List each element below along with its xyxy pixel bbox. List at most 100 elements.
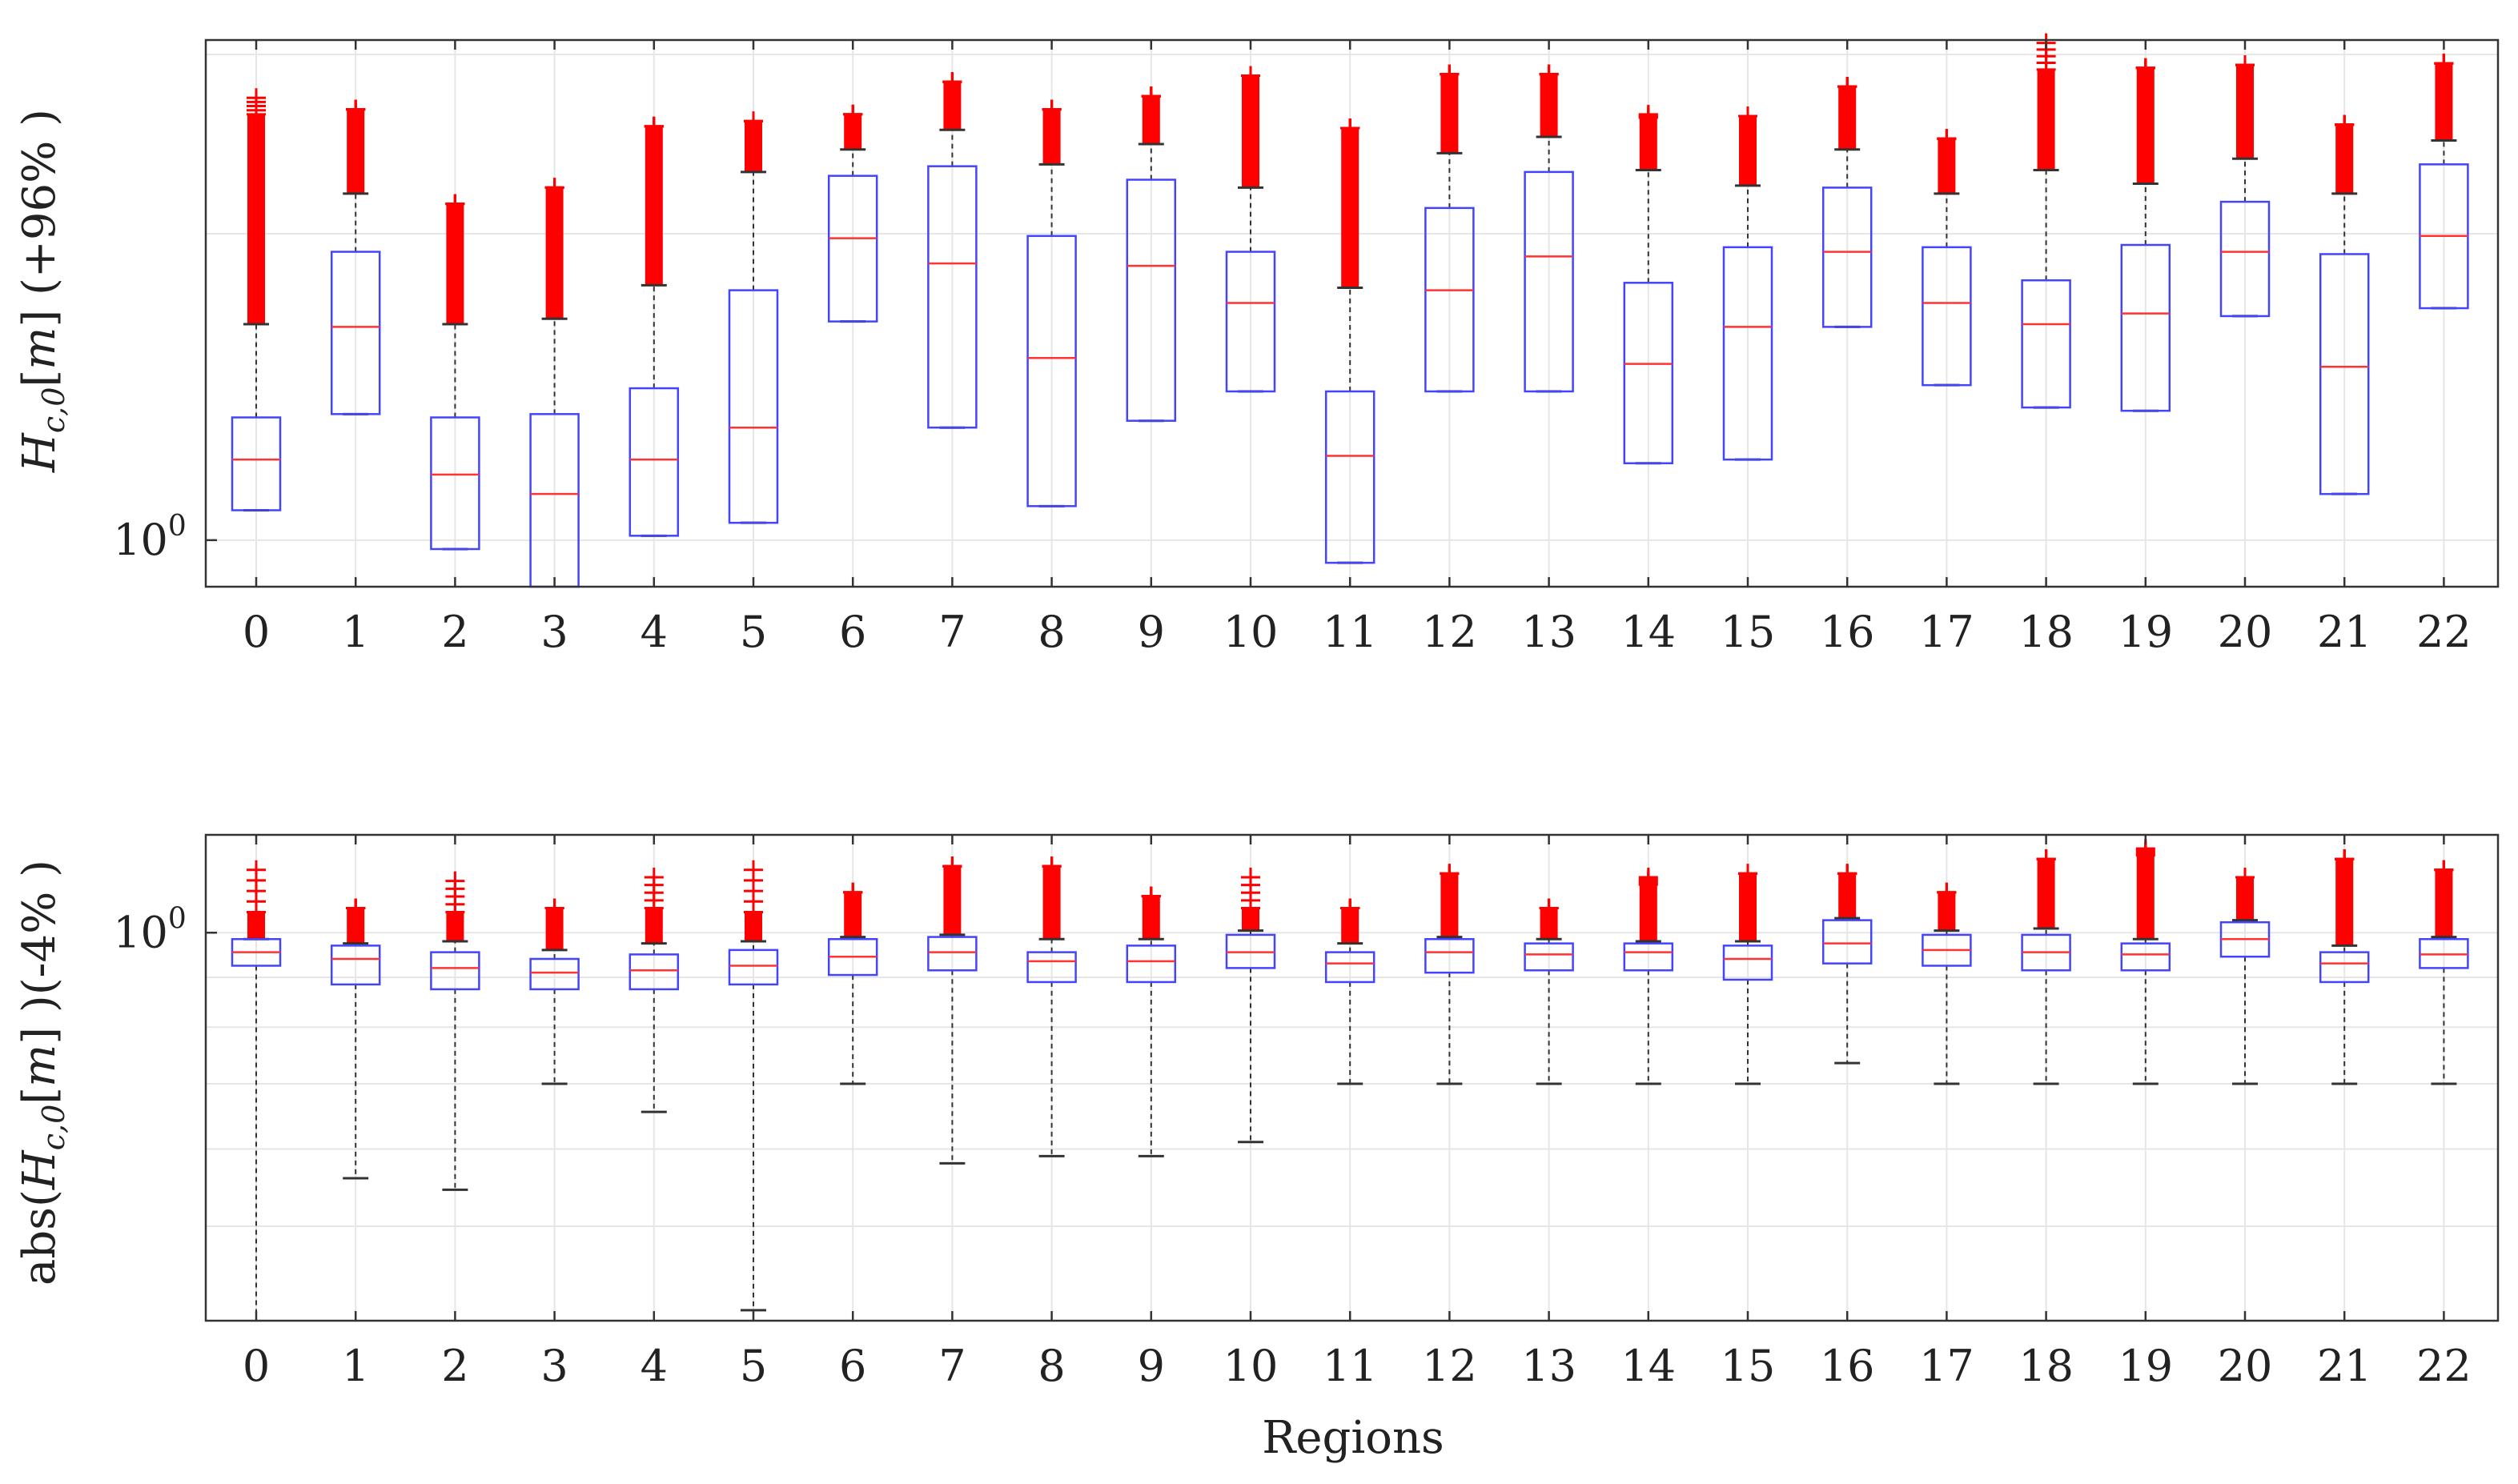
bottom-box-region-18 — [2021, 849, 2071, 1085]
bottom-box-region-21 — [2319, 849, 2370, 1085]
outlier-marker — [1937, 882, 1957, 902]
outlier-band — [347, 908, 365, 944]
bottom-x-tick-label: 12 — [1422, 1341, 1477, 1391]
iqr-box — [2319, 253, 2370, 495]
top-x-tick-label: 6 — [839, 607, 866, 657]
outlier-marker — [247, 860, 266, 880]
outlier-marker — [644, 867, 664, 887]
top-box-region-17 — [1922, 129, 1972, 387]
bottom-box-region-4 — [628, 867, 680, 1113]
top-axes-frame — [204, 38, 2500, 588]
bottom-x-tick-label: 1 — [342, 1341, 369, 1391]
outlier-band — [446, 203, 464, 324]
iqr-box — [1026, 235, 1077, 507]
iqr-box — [628, 387, 680, 537]
bottom-box-region-10 — [1225, 867, 1276, 1144]
bottom-x-tick-label: 21 — [2317, 1341, 2372, 1391]
outlier-marker — [2135, 58, 2155, 78]
bottom-box-region-0 — [231, 860, 282, 1321]
bottom-box-region-22 — [2419, 860, 2469, 1085]
outlier-marker — [1738, 864, 1757, 884]
outlier-band — [844, 114, 862, 150]
iqr-box — [2120, 243, 2171, 412]
outlier-band — [1838, 873, 1857, 919]
top-box-region-10 — [1225, 66, 1276, 393]
bottom-x-tick-label: 10 — [1223, 1341, 1279, 1391]
bottom-box-region-13 — [1524, 898, 1574, 1085]
bottom-y-axis-label: abs(Hc,0[m] )(-4% ) — [14, 860, 71, 1285]
bottom-x-tick-label: 13 — [1521, 1341, 1576, 1391]
outlier-band — [446, 912, 464, 941]
bottom-x-tick-label: 20 — [2218, 1341, 2273, 1391]
outlier-band — [1341, 908, 1359, 944]
outlier-marker — [2335, 114, 2355, 134]
outlier-marker — [1837, 77, 1857, 97]
outlier-band — [545, 187, 564, 319]
outlier-band — [1440, 74, 1459, 154]
outlier-marker — [744, 860, 763, 880]
top-y-tick-label: 100 — [113, 510, 187, 565]
top-x-tick-label: 13 — [1521, 607, 1576, 657]
iqr-box — [628, 953, 680, 991]
outlier-band — [545, 908, 564, 950]
top-x-tick-label: 21 — [2317, 607, 2372, 657]
top-x-tick-label: 3 — [540, 607, 568, 657]
top-box-region-9 — [1126, 86, 1177, 423]
outlier-marker — [1141, 86, 1161, 106]
outlier-marker — [1539, 898, 1559, 918]
outlier-band — [1042, 109, 1061, 165]
bottom-x-tick-label: 8 — [1038, 1341, 1065, 1391]
iqr-box — [1821, 187, 1873, 328]
outlier-band — [247, 912, 265, 940]
outlier-band — [1242, 75, 1259, 188]
top-box-region-7 — [927, 72, 978, 429]
iqr-box — [1026, 951, 1077, 984]
outlier-band — [1739, 873, 1757, 941]
top-box-region-20 — [2219, 55, 2271, 318]
iqr-box — [330, 251, 381, 415]
iqr-box — [1424, 207, 1475, 393]
outlier-band — [1540, 74, 1558, 138]
outlier-marker — [942, 856, 962, 876]
bottom-x-tick-label: 0 — [243, 1341, 270, 1391]
top-x-tick-label: 2 — [441, 607, 468, 657]
iqr-box — [529, 957, 580, 991]
bottom-box-region-7 — [927, 856, 978, 1165]
iqr-box — [1524, 170, 1574, 393]
bottom-x-tick-label: 6 — [839, 1341, 866, 1391]
top-x-tick-label: 5 — [740, 607, 767, 657]
outlier-band — [943, 866, 962, 935]
outlier-marker — [1241, 867, 1260, 887]
outlier-band — [2037, 859, 2055, 929]
top-box-region-11 — [1324, 118, 1375, 564]
top-y-axis-label: Hc,0[m] (+96% ) — [14, 109, 71, 473]
outlier-band — [943, 82, 962, 130]
outlier-marker — [942, 72, 962, 92]
outlier-band — [2435, 63, 2453, 141]
iqr-box — [430, 416, 480, 551]
outlier-band — [1540, 908, 1558, 940]
iqr-box — [2319, 951, 2370, 984]
outlier-band — [1142, 96, 1160, 144]
bottom-x-tick-label: 16 — [1820, 1341, 1875, 1391]
top-x-tick-label: 16 — [1820, 607, 1875, 657]
bottom-x-tick-label: 22 — [2416, 1341, 2472, 1391]
outlier-marker — [346, 99, 366, 119]
outlier-marker — [445, 194, 465, 214]
outlier-band — [645, 908, 663, 944]
bottom-box-region-14 — [1623, 867, 1674, 1085]
bottom-box-region-1 — [330, 898, 381, 1180]
iqr-box — [1126, 178, 1177, 422]
top-x-tick-label: 1 — [342, 607, 369, 657]
outlier-band — [2037, 69, 2055, 170]
outlier-band — [2335, 859, 2354, 946]
top-y-axis-label-group: Hc,0[m] (+96% ) — [14, 109, 71, 473]
iqr-box — [1623, 942, 1674, 972]
bottom-x-tick-label: 14 — [1620, 1341, 1676, 1391]
bottom-x-tick-label: 17 — [1919, 1341, 1974, 1391]
top-x-tick-label: 9 — [1138, 607, 1165, 657]
top-x-tick-label: 18 — [2018, 607, 2074, 657]
